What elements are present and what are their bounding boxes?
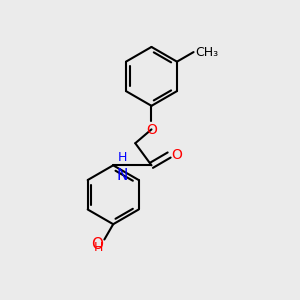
Text: H: H: [118, 152, 128, 164]
Text: N: N: [116, 168, 128, 183]
Text: O: O: [91, 237, 103, 252]
Text: CH₃: CH₃: [195, 46, 218, 59]
Text: H: H: [94, 241, 103, 254]
Text: O: O: [171, 148, 182, 162]
Text: O: O: [146, 123, 157, 136]
